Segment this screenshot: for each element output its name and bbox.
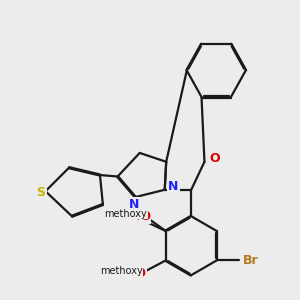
Text: methoxy: methoxy xyxy=(100,266,143,276)
Text: O: O xyxy=(135,210,146,223)
Text: O: O xyxy=(136,267,146,280)
Text: O: O xyxy=(140,210,150,223)
Text: S: S xyxy=(37,186,46,199)
Text: methoxy: methoxy xyxy=(105,209,147,219)
Text: methoxy: methoxy xyxy=(103,208,143,217)
Text: O: O xyxy=(209,152,220,165)
Text: Br: Br xyxy=(243,254,258,267)
Text: N: N xyxy=(168,180,179,193)
Text: methyl: methyl xyxy=(125,215,130,216)
Text: N: N xyxy=(129,198,139,211)
